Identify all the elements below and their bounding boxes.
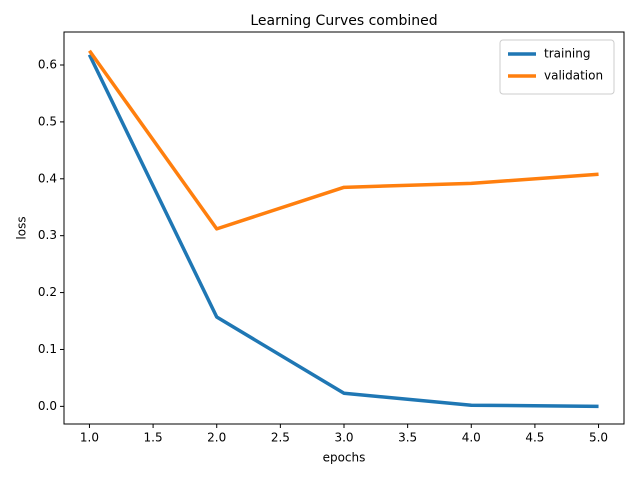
legend-label: validation	[544, 69, 603, 83]
axes-frame	[63, 31, 625, 425]
x-tick-label: 1.0	[80, 431, 99, 445]
x-tick-label: 4.5	[525, 431, 544, 445]
y-tick-label: 0.3	[38, 228, 57, 242]
x-tick-label: 5.0	[589, 431, 608, 445]
legend-label: training	[544, 47, 591, 61]
y-tick-label: 0.1	[38, 342, 57, 356]
y-tick-label: 0.6	[38, 57, 57, 71]
chart-title: Learning Curves combined	[250, 13, 437, 29]
y-tick-label: 0.0	[38, 399, 57, 413]
line-series	[87, 53, 599, 409]
line-series	[88, 49, 599, 231]
y-tick-label: 0.4	[38, 171, 57, 185]
y-axis-label: loss	[15, 216, 29, 239]
x-axis-label: epochs	[323, 451, 366, 465]
x-tick-label: 4.0	[462, 431, 481, 445]
x-tick-label: 2.0	[207, 431, 226, 445]
x-tick-label: 2.5	[271, 431, 290, 445]
x-tick-label: 1.5	[144, 431, 163, 445]
x-tick-label: 3.0	[334, 431, 353, 445]
y-tick-label: 0.2	[38, 285, 57, 299]
x-tick-label: 3.5	[398, 431, 417, 445]
y-tick-label: 0.5	[38, 114, 57, 128]
